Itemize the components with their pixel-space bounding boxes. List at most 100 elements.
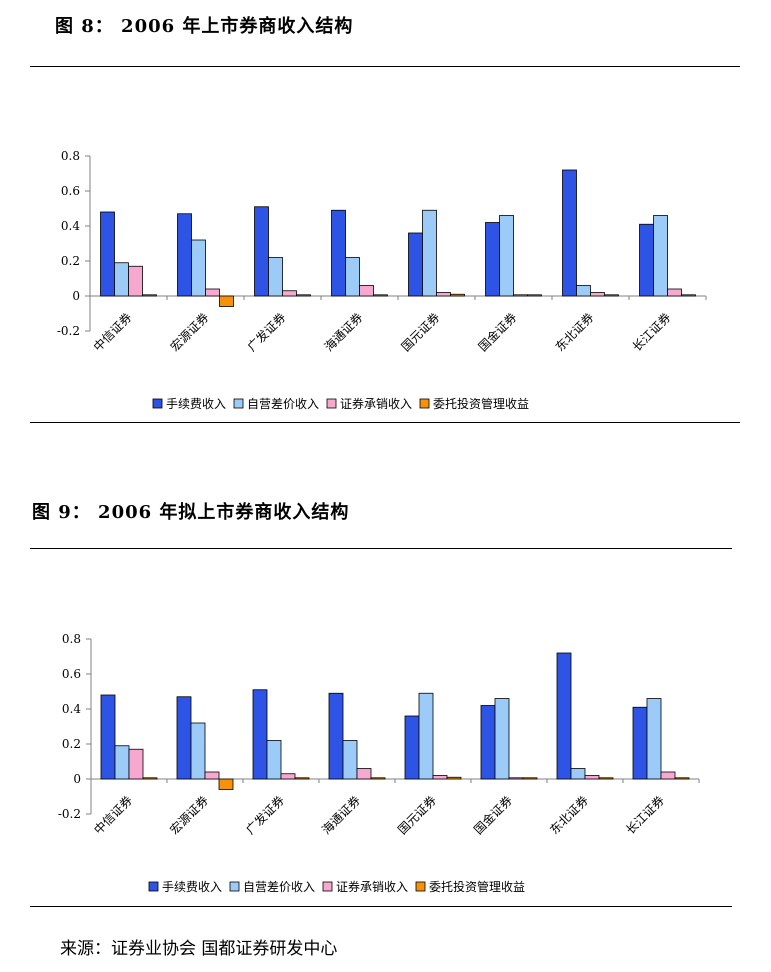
category-label: 东北证券: [547, 793, 592, 838]
bar-4: [446, 776, 462, 780]
bar-4: [373, 294, 388, 297]
bar-2: [342, 740, 358, 780]
figure-1-bottom-rule: [30, 422, 740, 423]
figure-1-title: 图 8： 2006 年上市券商收入结构: [55, 16, 354, 37]
bar-4: [142, 294, 157, 297]
bar-3: [359, 285, 374, 297]
bar-1: [404, 715, 420, 780]
bar-2: [114, 262, 129, 297]
figure-1-chart: 0.8 0.6 0.4 0.2 0 -0.2 中信证券 宏源证券 广发证券 海通证券 国元证券 国金证…: [57, 149, 707, 411]
category-label: 中信证券: [91, 793, 136, 838]
legend-label: 自营差价收入: [247, 397, 319, 411]
bar-1: [480, 705, 496, 780]
bar-1: [100, 211, 115, 297]
category-label: 海通证券: [319, 793, 364, 838]
bar-4: [370, 777, 386, 780]
legend-swatch: [322, 881, 333, 892]
bar-2: [190, 722, 206, 780]
bar-4: [527, 294, 542, 297]
legend-label: 委托投资管理收益: [429, 879, 525, 894]
y-tick-label: 0.6: [62, 667, 81, 681]
category-label: 广发证券: [244, 310, 289, 355]
bar-1: [632, 706, 648, 780]
bar-1: [408, 232, 423, 297]
bar-2: [646, 698, 662, 780]
bar-2: [422, 209, 437, 297]
bar-3: [660, 771, 676, 780]
legend-swatch: [152, 398, 163, 409]
legend-label: 手续费收入: [162, 880, 222, 894]
bar-1: [100, 694, 116, 780]
figure-2-title: 图 9： 2006 年拟上市券商收入结构: [32, 502, 350, 523]
category-label: 长江证券: [629, 310, 674, 355]
y-tick-label: 0.2: [62, 737, 81, 751]
legend-swatch: [326, 398, 337, 409]
bar-4: [450, 293, 465, 297]
legend-label: 手续费收入: [166, 397, 226, 411]
bar-4: [218, 778, 234, 790]
y-tick-label: 0.8: [62, 632, 81, 646]
y-tick-label: 0.2: [61, 254, 80, 268]
bar-4: [674, 777, 690, 780]
bar-3: [508, 777, 524, 780]
category-label: 中信证券: [90, 310, 135, 355]
bar-3: [513, 294, 528, 297]
bar-4: [296, 294, 311, 297]
y-tick-label: 0: [72, 289, 80, 303]
bar-4: [294, 777, 310, 780]
y-tick-label: -0.2: [58, 807, 81, 821]
category-label: 国金证券: [471, 793, 516, 838]
bar-3: [205, 288, 220, 297]
bar-1: [252, 689, 268, 780]
category-label: 国元证券: [398, 310, 443, 355]
legend-swatch: [148, 881, 159, 892]
bar-4: [604, 294, 619, 297]
figure-1-top-rule: [30, 66, 740, 67]
bar-1: [176, 696, 192, 780]
category-label: 国金证券: [475, 310, 520, 355]
bar-2: [570, 768, 586, 780]
legend-swatch: [233, 398, 244, 409]
y-tick-label: 0.4: [61, 219, 80, 233]
bar-2: [499, 215, 514, 297]
bar-1: [485, 222, 500, 297]
legend-label: 委托投资管理收益: [433, 396, 529, 411]
legend-label: 自营差价收入: [243, 880, 315, 894]
category-label: 宏源证券: [167, 310, 212, 355]
bar-3: [436, 292, 451, 297]
bar-3: [128, 748, 144, 780]
bar-3: [667, 288, 682, 297]
bar-3: [584, 775, 600, 780]
category-label: 宏源证券: [167, 793, 212, 838]
source-note: 来源：证券业协会 国都证券研发中心: [60, 939, 338, 959]
category-label: 东北证券: [552, 310, 597, 355]
bar-1: [177, 213, 192, 297]
y-tick-label: 0.6: [61, 184, 80, 198]
bar-2: [494, 698, 510, 780]
bar-1: [331, 209, 346, 297]
category-label: 海通证券: [321, 310, 366, 355]
bar-4: [142, 777, 158, 780]
bar-2: [268, 257, 283, 297]
bar-4: [219, 295, 234, 307]
category-label: 长江证券: [623, 793, 668, 838]
bar-2: [418, 692, 434, 780]
bar-3: [432, 775, 448, 780]
y-tick-label: 0.8: [61, 149, 80, 163]
figure-2-bottom-rule: [30, 906, 732, 907]
bar-3: [590, 292, 605, 297]
bar-4: [598, 777, 614, 780]
bar-1: [328, 692, 344, 780]
legend-label: 证券承销收入: [336, 879, 408, 894]
bar-3: [356, 768, 372, 780]
legend-swatch: [419, 398, 430, 409]
bar-1: [556, 652, 572, 780]
bar-4: [522, 777, 538, 780]
legend-swatch: [229, 881, 240, 892]
bar-2: [266, 740, 282, 780]
bar-3: [128, 265, 143, 297]
figure-2-chart: 0.8 0.6 0.4 0.2 0 -0.2 中信证券 宏源证券 广发证券 海通证券 国元证券 国金证…: [58, 632, 700, 894]
bar-4: [681, 294, 696, 297]
bar-2: [345, 257, 360, 297]
bar-2: [114, 745, 130, 780]
